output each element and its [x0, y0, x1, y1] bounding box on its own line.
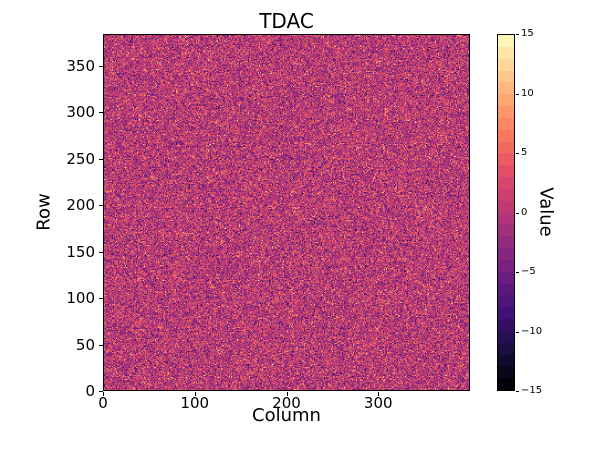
- x-tick-mark: [103, 392, 104, 396]
- colorbar-tick-mark: [516, 93, 519, 95]
- colorbar-band: [498, 106, 514, 118]
- colorbar-band: [498, 82, 514, 95]
- x-tick-label: 100: [180, 394, 210, 412]
- y-tick-label: 100: [66, 289, 95, 308]
- colorbar-band: [498, 224, 514, 237]
- colorbar-band: [498, 188, 514, 201]
- y-tick-label: 250: [66, 149, 95, 168]
- x-axis-label: Column: [252, 405, 321, 426]
- colorbar-band: [498, 141, 514, 154]
- colorbar-tick-label: 10: [521, 87, 534, 99]
- colorbar-band: [498, 70, 514, 83]
- colorbar-band: [498, 366, 514, 379]
- colorbar-band: [498, 271, 514, 284]
- colorbar-tick-mark: [516, 153, 519, 154]
- colorbar-tick-mark: [516, 272, 519, 273]
- y-tick-label: 150: [66, 242, 95, 261]
- colorbar-band: [498, 153, 514, 166]
- colorbar-gradient: [498, 35, 514, 391]
- y-tick-label: 200: [66, 196, 95, 215]
- colorbar-band: [498, 248, 514, 260]
- colorbar-tick-mark: [516, 212, 519, 214]
- colorbar-band: [498, 58, 514, 71]
- colorbar-band: [498, 283, 514, 296]
- colorbar-band: [498, 200, 514, 213]
- y-tick-label: 50: [75, 335, 95, 354]
- colorbar-band: [498, 295, 514, 308]
- y-tick-mark: [99, 344, 103, 346]
- y-tick-mark: [99, 251, 103, 253]
- plot-title: TDAC: [259, 9, 314, 33]
- y-tick-mark: [99, 112, 103, 114]
- y-tick-label: 300: [66, 103, 95, 122]
- heatmap-canvas: [104, 35, 469, 390]
- y-tick-label: 350: [66, 56, 95, 75]
- y-tick-mark: [99, 205, 103, 207]
- x-tick-label: 0: [98, 394, 108, 412]
- colorbar-band: [498, 212, 514, 225]
- colorbar-tick-label: 15: [521, 28, 534, 39]
- colorbar-band: [498, 319, 514, 331]
- y-tick-label: 0: [85, 382, 95, 400]
- colorbar-band: [498, 259, 514, 272]
- colorbar-band: [498, 94, 514, 107]
- colorbar-band: [498, 35, 514, 47]
- colorbar-tick-label: −15: [521, 385, 543, 396]
- y-tick-mark: [99, 298, 103, 300]
- y-tick-mark: [99, 158, 103, 160]
- colorbar-band: [498, 177, 514, 189]
- colorbar-band: [498, 236, 514, 249]
- colorbar-band: [498, 342, 514, 355]
- colorbar-tick-mark: [516, 391, 519, 392]
- colorbar-band: [498, 117, 514, 130]
- y-tick-mark: [99, 391, 103, 392]
- colorbar-band: [498, 46, 514, 59]
- plot-area: [103, 34, 470, 391]
- colorbar-band: [498, 330, 514, 343]
- colorbar: [497, 34, 515, 391]
- x-tick-mark: [194, 392, 196, 396]
- colorbar-tick-mark: [516, 331, 519, 333]
- colorbar-tick-label: −5: [521, 266, 536, 277]
- x-tick-mark: [286, 392, 288, 396]
- colorbar-band: [498, 165, 514, 178]
- colorbar-band: [498, 129, 514, 142]
- colorbar-tick-mark: [516, 34, 519, 35]
- y-tick-mark: [99, 65, 103, 67]
- colorbar-label: Value: [535, 187, 557, 237]
- colorbar-tick-label: −10: [521, 325, 543, 337]
- x-tick-label: 300: [363, 394, 393, 412]
- colorbar-tick-label: 0: [521, 206, 528, 218]
- colorbar-tick-label: 5: [521, 147, 528, 158]
- x-tick-mark: [378, 392, 380, 396]
- colorbar-band: [498, 378, 514, 391]
- colorbar-band: [498, 307, 514, 320]
- colorbar-band: [498, 354, 514, 367]
- y-axis-label: Row: [33, 193, 55, 231]
- x-tick-label: 200: [272, 394, 301, 412]
